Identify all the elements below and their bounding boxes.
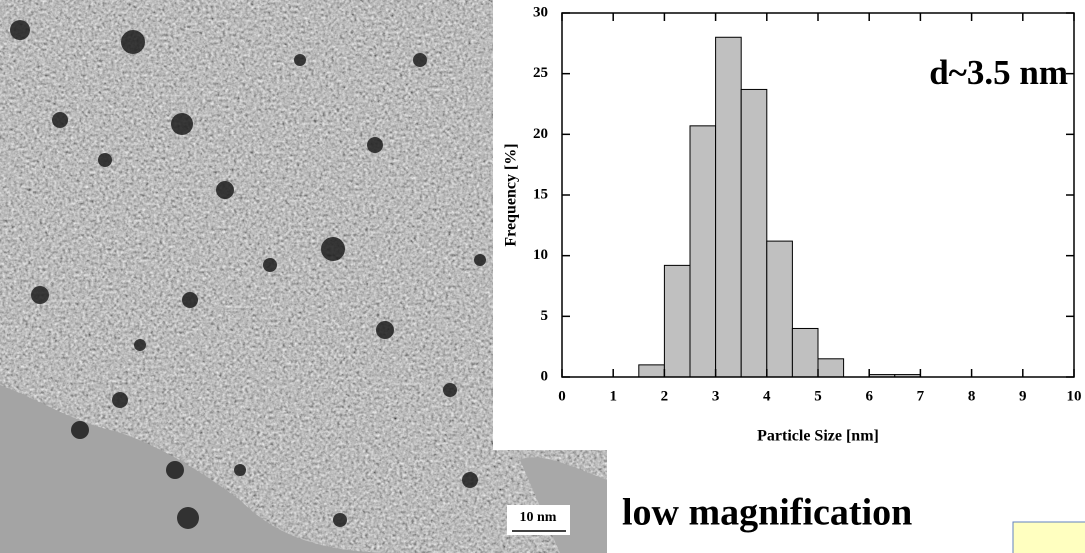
bar [817, 358, 845, 378]
y-tick-label: 30 [533, 4, 548, 20]
histogram: 0 5 10 15 20 25 30 0 1 2 3 4 5 6 7 8 9 10 Frequency [%] Par… [503, 4, 1082, 444]
x-tick-label: 2 [661, 388, 669, 404]
scale-bar-label: 10 nm [520, 510, 557, 525]
y-tick-label: 0 [541, 368, 549, 384]
x-tick-label: 1 [609, 388, 617, 404]
y-tick-label: 15 [533, 186, 548, 202]
y-axis-label: Frequency [%] [503, 143, 520, 246]
bar [638, 364, 665, 378]
y-tick-label: 25 [533, 65, 548, 81]
bar [715, 36, 742, 378]
x-tick-label: 6 [865, 388, 873, 404]
x-tick-label: 8 [968, 388, 976, 404]
y-tick-label: 5 [541, 308, 549, 324]
y-tick-label: 10 [533, 247, 548, 263]
x-tick-label: 0 [558, 388, 566, 404]
bar [791, 327, 819, 378]
x-tick-label: 10 [1067, 388, 1082, 404]
bar [740, 88, 768, 378]
annotation: d~3.5 nm [929, 53, 1068, 92]
x-tick-label: 7 [917, 388, 925, 404]
callout-box [1012, 521, 1085, 553]
x-tick-label: 5 [814, 388, 822, 404]
x-tick-label: 3 [712, 388, 720, 404]
x-tick-label: 9 [1019, 388, 1027, 404]
bar [689, 125, 717, 378]
bar [663, 264, 691, 378]
x-axis-label: Particle Size [nm] [757, 428, 879, 445]
bar [766, 240, 793, 378]
tem-image: 10 nm [0, 0, 607, 553]
caption: low magnification [622, 492, 912, 534]
y-tick-label: 20 [533, 126, 548, 142]
x-tick-label: 4 [763, 388, 771, 404]
